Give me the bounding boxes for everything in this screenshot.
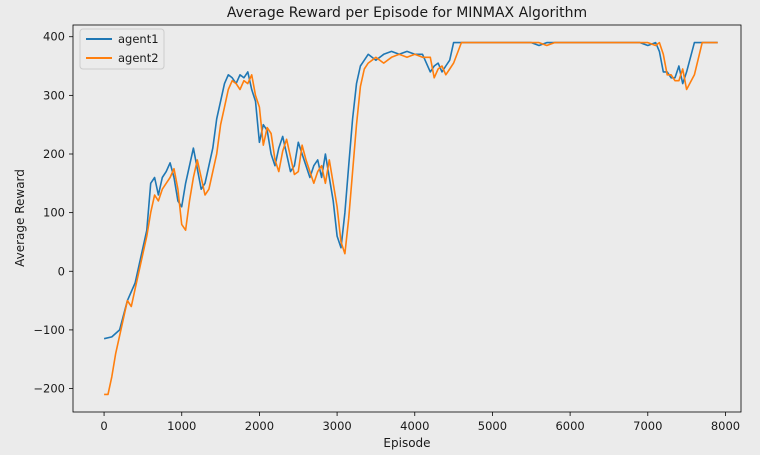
y-tick-label: 300 bbox=[43, 88, 65, 102]
series-line-agent2 bbox=[104, 41, 718, 396]
x-tick-label: 8000 bbox=[711, 419, 740, 433]
x-tick-label: 3000 bbox=[322, 419, 351, 433]
x-tick-label: 1000 bbox=[167, 419, 196, 433]
x-tick-label: 5000 bbox=[478, 419, 507, 433]
y-tick-label: −100 bbox=[33, 323, 65, 337]
y-tick-label: −200 bbox=[33, 382, 65, 396]
x-tick-label: 7000 bbox=[633, 419, 662, 433]
y-tick-label: 200 bbox=[43, 147, 65, 161]
series-layer bbox=[103, 41, 718, 396]
x-axis-ticks: 0 1000 2000 3000 4000 5000 6000 7000 8000 bbox=[100, 412, 740, 433]
x-tick-label: 2000 bbox=[245, 419, 274, 433]
legend: agent1 agent2 bbox=[79, 28, 165, 70]
legend-label-agent2: agent2 bbox=[118, 51, 159, 65]
x-tick-label: 6000 bbox=[555, 419, 584, 433]
y-axis-label: Average Reward bbox=[13, 169, 27, 267]
y-axis-ticks: −200 −100 0 100 200 300 400 bbox=[33, 30, 73, 396]
y-tick-label: 400 bbox=[43, 30, 65, 44]
x-tick-label: 4000 bbox=[400, 419, 429, 433]
chart-title: Average Reward per Episode for MINMAX Al… bbox=[227, 5, 587, 21]
plot-area bbox=[72, 24, 742, 413]
y-tick-label: 100 bbox=[43, 206, 65, 220]
legend-label-agent1: agent1 bbox=[118, 32, 159, 46]
x-axis-label: Episode bbox=[383, 436, 430, 450]
x-tick-label: 0 bbox=[100, 419, 107, 433]
y-tick-label: 0 bbox=[58, 264, 65, 278]
